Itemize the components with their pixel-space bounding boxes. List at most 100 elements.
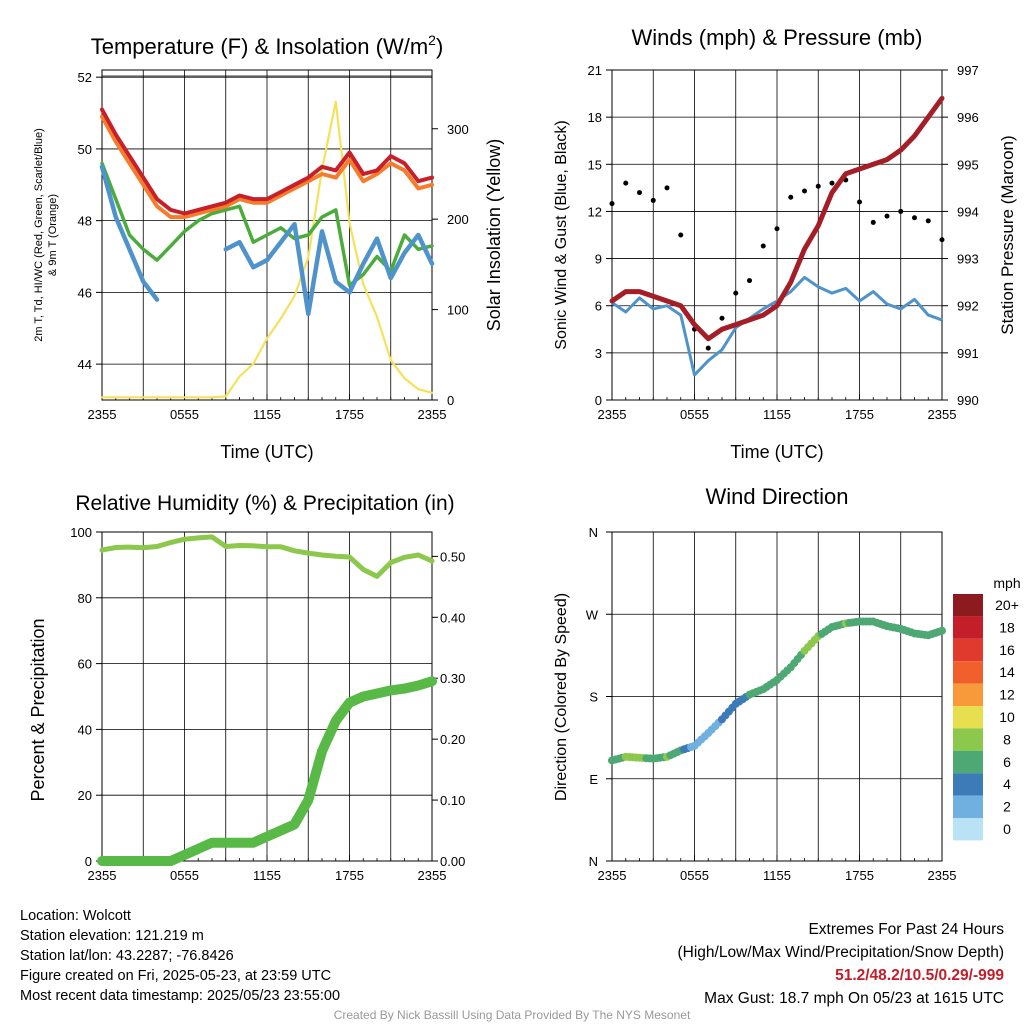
x-tick-label: 0555 [170,407,199,422]
y-right-tick-label: 996 [957,110,979,125]
y-direction-tick-label: N [589,854,598,869]
y-right-tick-label: 0.00 [440,854,465,869]
x-tick-label: 1155 [253,868,281,883]
legend-swatch [953,616,983,639]
gust-point [664,185,670,191]
extremes-subtitle: (High/Low/Max Wind/Precipitation/Snow De… [677,944,1005,961]
y-axis-label-temperature: 2m T, Td, HI/WC (Red, Green, Scarlet/Blu… [33,128,45,342]
legend-swatch [953,773,983,796]
max-gust-text: Max Gust: 18.7 mph On 05/23 at 1615 UTC [704,990,1004,1007]
y-direction-tick-label: W [586,607,599,622]
legend-label: 10 [999,709,1015,725]
x-axis-label-temperature: Time (UTC) [220,442,313,462]
y-left-tick-label: 6 [595,299,602,314]
y-left-tick-label: 50 [78,142,92,157]
gust-point [815,183,821,189]
y-right-tick-label: 994 [957,204,979,219]
y-direction-tick-label: E [589,772,598,787]
gust-point [912,215,917,221]
extremes-panel: Extremes For Past 24 Hours (High/Low/Max… [678,918,1005,1010]
legend-label: 4 [1003,776,1011,792]
y-left-tick-label: 48 [78,214,92,229]
y-left-tick-label: 46 [78,285,92,300]
y-right-tick-label: 100 [447,303,469,318]
y-right-tick-label: 300 [447,122,469,137]
humidity-line [99,534,435,579]
x-tick-label: 1755 [845,868,874,883]
y-right-tick-label: 0.10 [440,793,465,808]
legend-swatch [953,750,983,774]
y-left-tick-label: 44 [78,357,92,372]
created-text: Figure created on Fri, 2025-05-23, at 23… [20,968,332,984]
y-right-tick-label: 0.50 [440,549,465,564]
legend-swatch [953,683,983,706]
legend-label: 18 [999,619,1015,635]
direction-point [938,626,946,635]
legend-label: 14 [999,664,1015,680]
x-tick-label: 2355 [928,407,957,422]
gust-point [733,290,739,296]
y-left-tick-label: 21 [588,63,602,78]
temperature-series-line [100,161,434,287]
chart-title-wind-direction: Wind Direction [705,484,848,509]
y-axis-label-temperature-2: & 9m T (Orange) [47,194,59,276]
y-axis-label-humidity: Percent & Precipitation [28,618,48,801]
gust-point [802,188,807,194]
chart-title-winds: Winds (mph) & Pressure (mb) [632,25,923,50]
legend-title: mph [993,575,1020,591]
gust-point [719,315,725,321]
x-tick-label: 1155 [763,868,791,883]
legend-swatch [953,728,983,751]
y-left-tick-label: 0 [85,854,92,869]
y-right-tick-label: 992 [957,299,979,314]
gust-point [623,180,629,186]
x-tick-label: 1755 [845,407,874,422]
elevation-text: Station elevation: 121.219 m [20,928,204,944]
legend-swatch [953,706,983,729]
legend-label: 12 [999,687,1015,703]
x-tick-label: 2355 [598,868,627,883]
y-right-axis-label-insolation: Solar Insolation (Yellow) [484,139,504,331]
legend-label: 8 [1003,731,1011,747]
legend-label: 6 [1003,754,1011,770]
legend-label: 2 [1003,799,1011,815]
legend-swatch [953,795,983,818]
x-tick-label: 1155 [253,407,281,422]
legend-label: 0 [1003,821,1011,837]
y-right-tick-label: 990 [957,393,979,408]
gust-point [609,201,615,207]
gust-point [650,197,656,203]
y-right-tick-label: 991 [957,346,979,361]
temperature-series-line [100,100,434,399]
gust-point [678,232,684,238]
x-tick-label: 0555 [170,868,199,883]
x-tick-label: 2355 [88,868,117,883]
gust-point [637,190,642,196]
gust-point [829,180,835,186]
legend-swatch [953,818,983,841]
y-left-tick-label: 9 [595,252,602,267]
y-direction-tick-label: S [589,690,598,705]
y-left-tick-label: 18 [588,110,602,125]
y-right-axis-label-pressure: Station Pressure (Maroon) [998,135,1017,334]
x-tick-label: 0555 [680,868,709,883]
legend-label: 20+ [995,597,1019,613]
x-tick-label: 2355 [598,407,627,422]
gust-point [705,345,711,351]
extremes-values: 51.2/48.2/10.5/0.29/-999 [835,967,1004,984]
gust-point [857,199,862,205]
y-left-tick-label: 60 [78,657,92,672]
y-right-tick-label: 0.20 [440,732,465,747]
x-tick-label: 1755 [335,407,364,422]
y-left-tick-label: 15 [588,157,602,172]
gust-point [870,219,876,225]
x-tick-label: 2355 [928,868,957,883]
y-right-tick-label: 997 [957,63,979,78]
x-tick-label: 1755 [335,868,364,883]
temperature-series-line [100,114,434,220]
gust-point [925,218,931,224]
x-tick-label: 2355 [418,868,447,883]
y-right-tick-label: 0.30 [440,671,465,686]
station-info: Location: Wolcott Station elevation: 121… [20,906,340,1006]
